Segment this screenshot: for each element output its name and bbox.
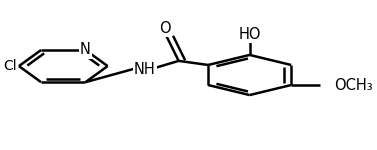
Text: N: N	[80, 42, 91, 57]
Text: Cl: Cl	[3, 59, 17, 73]
Text: HO: HO	[238, 27, 261, 42]
Text: O: O	[159, 21, 171, 36]
Text: OCH₃: OCH₃	[334, 78, 372, 93]
Text: NH: NH	[134, 62, 156, 77]
